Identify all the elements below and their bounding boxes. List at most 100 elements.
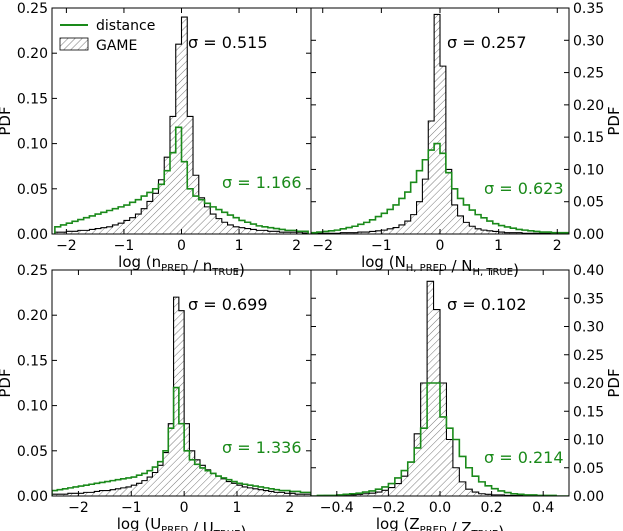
game-bar — [349, 494, 357, 496]
y-tick-label: 0.10 — [573, 433, 604, 449]
game-bar — [401, 476, 408, 496]
game-bar — [89, 492, 95, 496]
y-axis-label: PDF — [0, 106, 14, 135]
game-bar — [237, 485, 243, 496]
game-bar — [250, 229, 257, 234]
game-bar — [106, 226, 113, 234]
x-tick-label: 0.4 — [532, 500, 554, 516]
game-bar — [263, 490, 269, 496]
game-bar — [221, 222, 228, 234]
y-tick-label: 0.20 — [573, 98, 604, 114]
sigma-distance-label: σ = 0.623 — [484, 179, 564, 198]
y-tick-label: 0.40 — [573, 263, 604, 279]
y-axis-label: PDF — [605, 368, 623, 397]
y-tick-label: 0.00 — [17, 227, 48, 243]
game-bar — [440, 383, 447, 496]
game-bar — [346, 232, 353, 234]
game-bar — [78, 493, 84, 496]
x-axis-label: log (nPRED / nTRUE) — [118, 253, 245, 279]
game-bar — [158, 179, 165, 234]
game-bar — [95, 228, 101, 234]
x-tick-label: 1 — [494, 238, 503, 254]
game-bar — [147, 477, 153, 496]
game-bar — [146, 201, 153, 234]
y-tick-label: 0.30 — [573, 320, 604, 336]
y-tick-label: 0.25 — [17, 1, 48, 17]
game-bar — [216, 218, 222, 234]
game-bar — [242, 486, 248, 496]
x-tick-label: −2 — [68, 500, 89, 516]
y-tick-label: 0.05 — [17, 182, 48, 198]
game-bar — [118, 223, 124, 234]
game-bar — [491, 494, 499, 496]
game-bar — [369, 231, 376, 234]
x-tick-label: −2 — [56, 238, 77, 254]
plot-area — [311, 13, 569, 234]
game-bar — [210, 473, 216, 496]
game-bar — [485, 494, 492, 496]
y-axis-label: PDF — [0, 368, 14, 397]
game-bar — [168, 423, 174, 496]
game-bar — [227, 224, 234, 234]
game-bar — [52, 494, 58, 496]
game-bar — [89, 229, 96, 234]
game-bar — [193, 175, 199, 234]
game-bar — [452, 467, 460, 496]
game-bar — [200, 465, 206, 496]
game-bar — [475, 228, 482, 234]
game-bar — [129, 217, 136, 234]
x-tick-label: 2 — [553, 238, 562, 254]
x-tick-label: 1 — [233, 500, 242, 516]
game-bar — [252, 488, 259, 496]
x-tick-label: 2 — [292, 238, 301, 254]
x-tick-label: 0 — [436, 238, 445, 254]
x-tick-label: −2 — [312, 238, 333, 254]
y-tick-label: 0.15 — [573, 130, 604, 146]
game-bar — [67, 493, 74, 496]
y-tick-label: 0.25 — [573, 348, 604, 364]
x-tick-label: 2 — [285, 500, 294, 516]
game-bar — [256, 230, 263, 234]
game-bar — [239, 227, 245, 234]
game-bar — [187, 116, 194, 234]
game-bar — [465, 489, 473, 496]
game-bar — [375, 492, 382, 496]
game-bar — [305, 494, 311, 496]
game-bar — [420, 383, 428, 496]
game-bar — [445, 169, 452, 234]
sigma-distance-label: σ = 1.336 — [222, 438, 302, 457]
y-tick-label: 0.20 — [573, 376, 604, 392]
game-bar — [469, 226, 476, 234]
game-bar — [457, 215, 464, 234]
y-tick-label: 0.25 — [17, 263, 48, 279]
distance-step-line — [311, 382, 569, 496]
game-bar — [152, 472, 158, 496]
game-bar — [414, 433, 421, 496]
game-bar — [289, 493, 296, 496]
game-bar — [57, 494, 63, 496]
game-bar — [131, 485, 137, 496]
y-axis-label: PDF — [605, 106, 623, 135]
game-bar — [381, 230, 388, 234]
game-bar — [398, 224, 405, 234]
game-bar — [100, 227, 107, 234]
game-bar — [428, 121, 435, 234]
game-bar — [369, 493, 376, 496]
game-bar — [273, 231, 280, 234]
game-bar — [247, 487, 253, 496]
game-bar — [262, 230, 268, 234]
x-axis-label: log (UPRED / UTRUE) — [117, 515, 247, 531]
game-bar — [163, 452, 169, 496]
game-bar — [215, 476, 222, 496]
game-bar — [233, 226, 240, 234]
game-bar — [284, 493, 290, 496]
game-bar — [181, 17, 188, 234]
game-bar — [362, 493, 370, 496]
game-bar — [73, 493, 79, 496]
game-bar — [451, 204, 458, 234]
game-bar — [356, 494, 363, 496]
game-bar — [498, 494, 505, 496]
y-tick-label: 0.20 — [17, 308, 48, 324]
game-step-line — [311, 13, 569, 234]
game-bar — [463, 222, 470, 234]
